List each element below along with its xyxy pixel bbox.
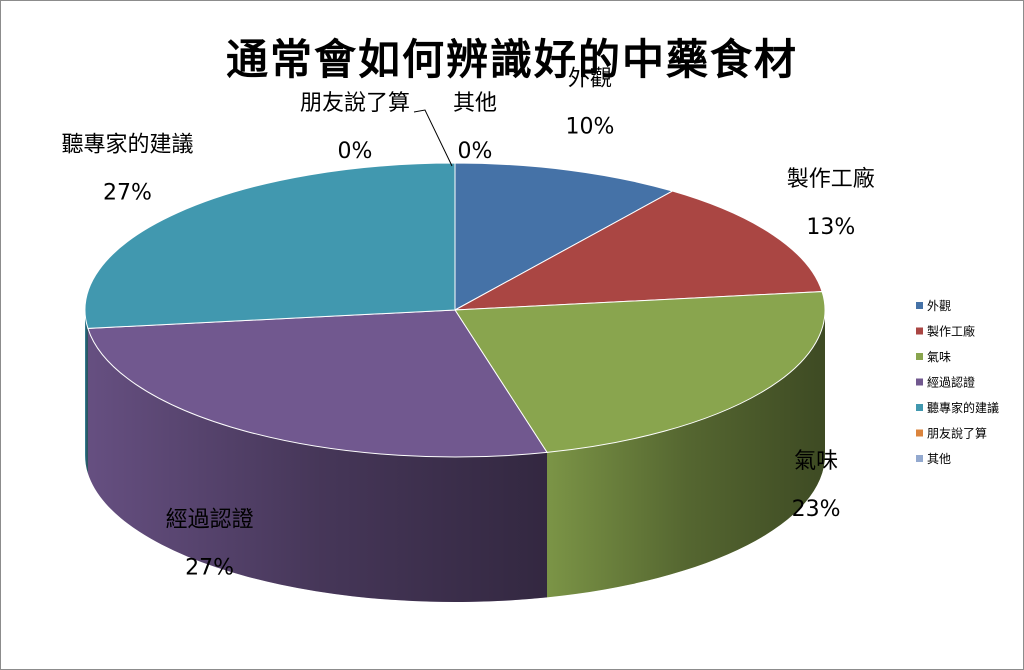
data-label-value-zhuanjia-jianyi: 27% bbox=[103, 180, 152, 205]
pie-slice-qiwei bbox=[454, 291, 826, 453]
data-label-name-waiguan: 外觀 bbox=[568, 66, 612, 91]
leader-line-pengyou bbox=[413, 109, 453, 167]
data-label-value-pengyou: 0% bbox=[338, 139, 373, 164]
legend-swatch-jingguo-renzheng bbox=[916, 378, 923, 386]
data-label-value-qiwei: 23% bbox=[792, 497, 841, 522]
data-label-name-pengyou: 朋友說了算 bbox=[300, 91, 410, 116]
pie-slice-zhizuo-gongchang bbox=[454, 190, 823, 311]
legend-swatch-qita bbox=[916, 455, 923, 462]
data-label-value-zhizuo-gongchang: 13% bbox=[806, 215, 855, 240]
pie-side-jingguo-renzheng bbox=[87, 328, 548, 602]
pie-slice-waiguan bbox=[454, 162, 674, 311]
data-label-value-waiguan: 10% bbox=[565, 114, 614, 139]
legend-label-qiwei: 氣味 bbox=[927, 350, 951, 364]
legend-swatch-zhizuo-gongchang bbox=[916, 327, 923, 335]
data-label-name-zhuanjia-jianyi: 聽專家的建議 bbox=[61, 132, 193, 157]
legend-swatch-waiguan bbox=[916, 302, 923, 309]
pie-slice-jingguo-renzheng bbox=[87, 309, 548, 458]
legend-label-jingguo-renzheng: 經過認證 bbox=[927, 375, 975, 390]
pie-side-qiwei bbox=[547, 310, 826, 598]
legend-label-waiguan: 外觀 bbox=[927, 299, 951, 313]
legend-swatch-pengyou bbox=[916, 429, 923, 437]
legend-swatch-zhuanjia-jianyi bbox=[916, 404, 923, 411]
data-label-value-jingguo-renzheng: 27% bbox=[185, 555, 234, 580]
pie-slice-zhuanjia-jianyi bbox=[84, 162, 456, 329]
chart-title: 通常會如何辨識好的中藥食材 bbox=[225, 35, 798, 84]
legend-label-zhizuo-gongchang: 製作工廠 bbox=[927, 324, 975, 339]
data-label-name-qiwei: 氣味 bbox=[794, 449, 838, 474]
legend-swatch-qiwei bbox=[916, 353, 923, 360]
data-label-value-qita: 0% bbox=[458, 139, 493, 164]
legend-label-zhuanjia-jianyi: 聽專家的建議 bbox=[927, 400, 999, 415]
data-label-name-qita: 其他 bbox=[453, 91, 497, 116]
legend-label-pengyou: 朋友說了算 bbox=[927, 426, 987, 441]
data-label-name-jingguo-renzheng: 經過認證 bbox=[166, 507, 254, 532]
data-label-name-zhizuo-gongchang: 製作工廠 bbox=[787, 167, 875, 192]
legend-label-qita: 其他 bbox=[927, 452, 951, 466]
pie-side-zhuanjia-jianyi bbox=[85, 310, 88, 474]
